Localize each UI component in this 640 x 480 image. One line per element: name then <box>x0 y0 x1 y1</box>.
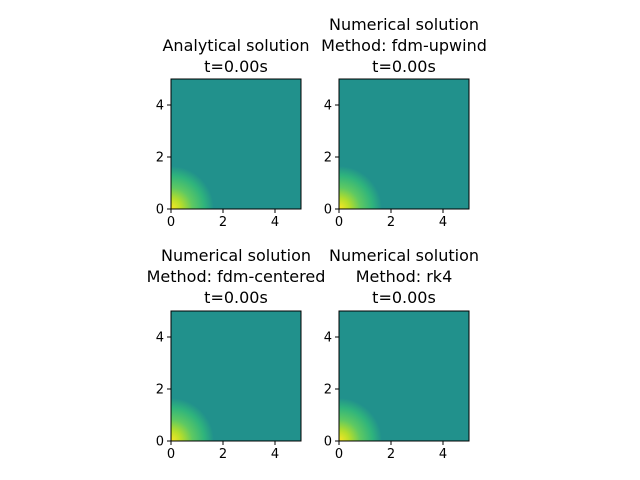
subplot-title-line: t=0.00s <box>204 57 268 76</box>
axes-frame <box>170 310 302 442</box>
axes-frame <box>170 78 302 210</box>
y-tick-label: 0 <box>324 435 332 450</box>
x-tick-label: 4 <box>439 447 447 462</box>
heatmap-peak <box>171 311 301 441</box>
subplot-2: 0 2 4 0 2 4 Numerical solution Method: fdm-upwi… <box>321 15 487 230</box>
subplot-title-line: Numerical solution <box>329 15 479 34</box>
y-tick-label: 4 <box>324 331 332 346</box>
y-tick-label: 0 <box>324 203 332 218</box>
x-tick-label: 0 <box>335 215 343 230</box>
x-tick-label: 2 <box>219 447 227 462</box>
subplot-title-line: t=0.00s <box>204 288 268 307</box>
y-tick-label: 4 <box>156 99 164 114</box>
subplot-title-line: Analytical solution <box>162 36 309 55</box>
heatmap-peak <box>339 79 469 209</box>
x-tick-label: 0 <box>167 215 175 230</box>
x-tick-label: 0 <box>335 447 343 462</box>
y-tick-label: 2 <box>156 151 164 166</box>
subplot-title-line: Method: fdm-upwind <box>321 36 487 55</box>
heatmap-peak <box>171 79 301 209</box>
x-tick-label: 2 <box>387 447 395 462</box>
x-tick-label: 4 <box>271 447 279 462</box>
subplot-title-line: Method: rk4 <box>356 267 453 286</box>
y-tick-label: 2 <box>324 383 332 398</box>
x-tick-label: 4 <box>439 215 447 230</box>
y-tick-label: 4 <box>156 331 164 346</box>
axes-frame <box>338 310 470 442</box>
y-tick-label: 2 <box>156 383 164 398</box>
y-tick-label: 4 <box>324 99 332 114</box>
subplot-1: 0 2 4 0 2 4 Analytical solution t=0.00s <box>156 36 310 230</box>
y-tick-label: 2 <box>324 151 332 166</box>
subplot-title-line: t=0.00s <box>372 57 436 76</box>
x-tick-label: 2 <box>219 215 227 230</box>
x-tick-label: 2 <box>387 215 395 230</box>
subplot-title-line: Method: fdm-centered <box>147 267 326 286</box>
y-tick-label: 0 <box>156 203 164 218</box>
subplot-title-line: t=0.00s <box>372 288 436 307</box>
subplot-3: 0 2 4 0 2 4 Numerical solution Method: fdm-cent… <box>147 246 326 462</box>
subplot-title-line: Numerical solution <box>161 246 311 265</box>
x-tick-label: 4 <box>271 215 279 230</box>
axes-frame <box>338 78 470 210</box>
heatmap-peak <box>339 311 469 441</box>
subplot-4: 0 2 4 0 2 4 Numerical solution Method: rk4 t=0.0… <box>324 246 479 462</box>
y-tick-label: 0 <box>156 435 164 450</box>
subplot-title-line: Numerical solution <box>329 246 479 265</box>
x-tick-label: 0 <box>167 447 175 462</box>
